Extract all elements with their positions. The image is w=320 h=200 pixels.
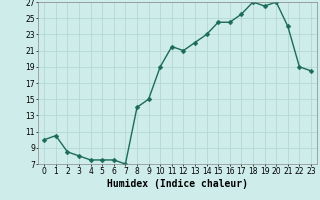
X-axis label: Humidex (Indice chaleur): Humidex (Indice chaleur) [107, 179, 248, 189]
